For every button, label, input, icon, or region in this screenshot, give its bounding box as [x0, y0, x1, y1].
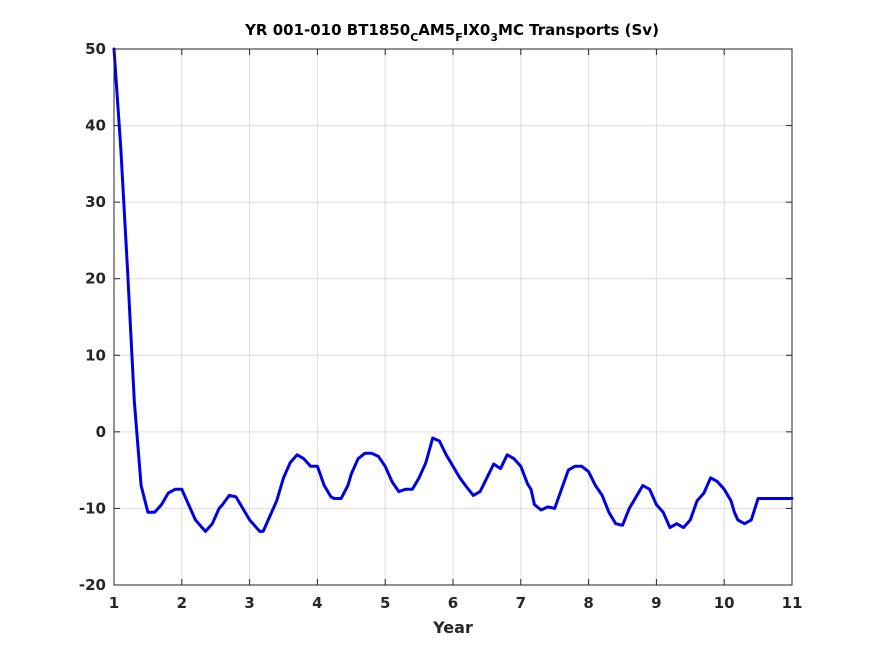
- title-subscript-2: F: [455, 31, 463, 44]
- title-subscript-3: 3: [490, 31, 498, 44]
- y-tick-label: 50: [85, 40, 106, 58]
- grid: [113, 48, 793, 586]
- series-line: [112, 47, 794, 533]
- y-tick-label: -10: [79, 499, 106, 517]
- y-tick-label: 10: [85, 346, 106, 364]
- x-tick-label: 4: [312, 594, 322, 612]
- x-axis-label: Year: [432, 618, 473, 637]
- title-part-4: MC Transports (Sv): [498, 21, 659, 39]
- y-tick-label: -20: [79, 576, 106, 594]
- x-tick-label: 1: [109, 594, 119, 612]
- x-tick-label: 2: [177, 594, 187, 612]
- title-part-3: IX0: [463, 21, 491, 39]
- title-part-2: AM5: [418, 21, 455, 39]
- y-tick-label: 20: [85, 270, 106, 288]
- ticks: 1 2 3 4 5 6 7 8 9 10 11 -20 -10 0 10 20 30 40 50: [79, 40, 803, 612]
- y-tick-label: 0: [96, 423, 106, 441]
- title-part-main: YR 001-010 BT1850: [244, 21, 410, 39]
- x-tick-label: 8: [583, 594, 593, 612]
- x-tick-label: 5: [380, 594, 390, 612]
- y-tick-label: 30: [85, 193, 106, 211]
- x-tick-label: 11: [782, 594, 803, 612]
- title-subscript-1: C: [410, 31, 418, 44]
- axes-box: [113, 48, 793, 586]
- x-tick-label: 6: [448, 594, 458, 612]
- x-tick-label: 9: [651, 594, 661, 612]
- x-tick-label: 7: [516, 594, 526, 612]
- x-tick-label: 10: [714, 594, 735, 612]
- x-tick-label: 3: [244, 594, 254, 612]
- y-tick-label: 40: [85, 117, 106, 135]
- chart-title: YR 001-010 BT1850CAM5FIX03MC Transports …: [244, 21, 659, 44]
